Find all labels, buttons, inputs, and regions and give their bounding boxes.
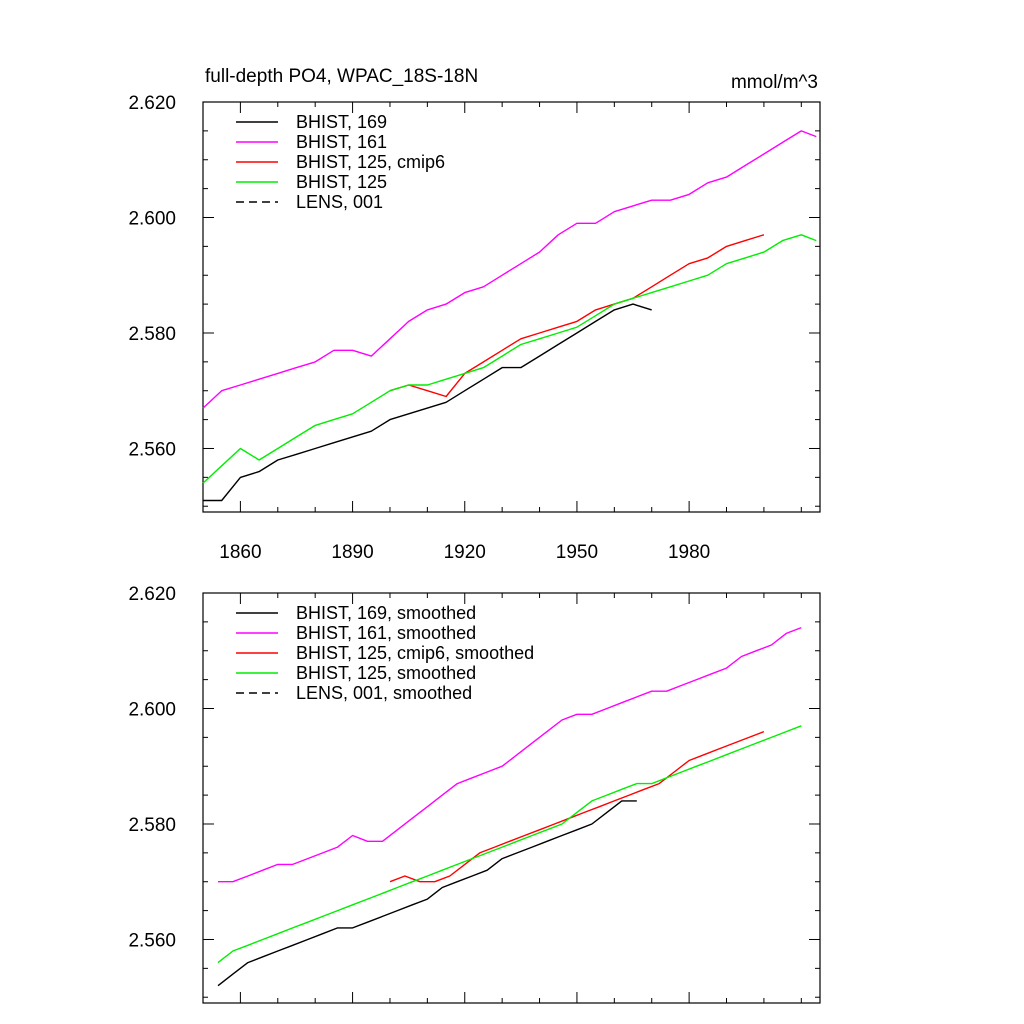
- series-line-0: [203, 303, 652, 502]
- x-tick-label: 1860: [219, 542, 261, 563]
- legend-label: BHIST, 169, smoothed: [296, 603, 476, 623]
- legend-label: BHIST, 125: [296, 172, 387, 192]
- legend-label: BHIST, 169: [296, 112, 387, 132]
- plot-frame: [202, 592, 821, 1004]
- y-tick-label: 2.600: [128, 208, 176, 229]
- legend-label: BHIST, 161, smoothed: [296, 623, 476, 643]
- y-tick-label: 2.620: [128, 584, 176, 605]
- x-tick-label: 1890: [331, 542, 373, 563]
- x-tick-label: 1920: [444, 542, 486, 563]
- y-tick-label: 2.600: [128, 699, 176, 720]
- series-line-2: [389, 234, 765, 398]
- series-line-3: [202, 234, 817, 484]
- x-tick-label: 1980: [668, 542, 710, 563]
- y-tick-label: 2.560: [128, 439, 176, 460]
- chart-title: full-depth PO4, WPAC_18S-18N: [205, 66, 478, 87]
- chart-panel-bottom: 2.560 2.580 2.600 2.620 BHIST, 169, smoothed…: [128, 584, 821, 1004]
- y-tick-label: 2.560: [128, 930, 176, 951]
- series-line-1: [202, 130, 817, 409]
- legend-label: BHIST, 161: [296, 132, 387, 152]
- legend-label: BHIST, 125, smoothed: [296, 663, 476, 683]
- series-line-3: [217, 725, 802, 964]
- x-tick-label: 1950: [556, 542, 598, 563]
- y-tick-label: 2.580: [128, 815, 176, 836]
- series-line-2: [389, 730, 765, 883]
- units-label: mmol/m^3: [731, 72, 818, 93]
- y-tick-label: 2.580: [128, 324, 176, 345]
- legend-label: LENS, 001, smoothed: [296, 683, 472, 703]
- legend-label: BHIST, 125, cmip6, smoothed: [296, 643, 534, 663]
- plot-frame: [202, 101, 821, 513]
- legend-label: BHIST, 125, cmip6: [296, 152, 445, 172]
- series-line-1: [218, 626, 802, 883]
- legend-label: LENS, 001: [296, 192, 383, 212]
- series-line-0: [217, 800, 637, 987]
- y-tick-label: 2.620: [128, 93, 176, 114]
- chart-panel-top: 1860 1890 1920 1950 1980 2.560 2.580 2.600 2.620…: [128, 93, 821, 563]
